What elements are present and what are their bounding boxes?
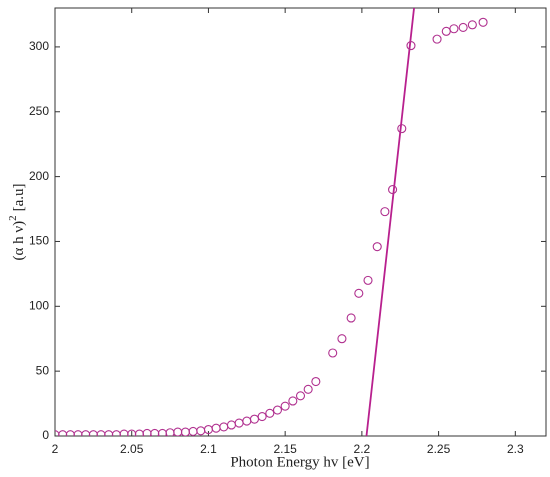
data-point: [134, 429, 144, 436]
data-point: [249, 414, 260, 424]
data-point: [458, 22, 468, 33]
y-axis-label: (α h ν)2 [a.u]: [7, 183, 28, 260]
data-point: [397, 124, 407, 134]
data-point: [295, 391, 306, 401]
y-tick-label: 50: [36, 363, 50, 377]
data-point: [73, 430, 83, 436]
data-point: [303, 384, 313, 394]
data-point: [111, 430, 121, 436]
data-point: [449, 24, 459, 34]
fit-line: [365, 8, 415, 436]
x-tick-label: 2.2: [354, 442, 371, 456]
y-label-sup: 2: [7, 215, 19, 221]
data-point: [226, 420, 237, 430]
x-tick-label: 2.15: [273, 442, 297, 456]
data-point: [242, 416, 252, 426]
data-point: [406, 41, 416, 51]
y-tick-label: 0: [42, 428, 49, 442]
data-point: [311, 376, 321, 387]
data-point: [265, 408, 275, 418]
y-tick-label: 150: [29, 234, 49, 248]
x-tick-label: 2: [52, 442, 59, 456]
data-point: [288, 396, 298, 406]
data-point: [388, 185, 398, 195]
data-point: [354, 288, 364, 298]
plot-area: [55, 8, 488, 436]
y-label-main: (α h ν): [11, 221, 27, 261]
plot-frame: [54, 7, 547, 437]
data-point: [380, 207, 390, 217]
data-point: [104, 430, 114, 436]
data-point: [372, 242, 382, 252]
y-tick-label: 250: [29, 104, 49, 118]
data-point: [257, 411, 267, 422]
data-point: [96, 430, 106, 436]
x-tick-label: 2.3: [507, 442, 524, 456]
x-tick-label: 2.1: [200, 442, 217, 456]
data-point: [280, 401, 290, 411]
data-point: [180, 427, 190, 436]
data-point: [65, 430, 75, 436]
data-point: [363, 275, 373, 285]
data-point: [58, 430, 68, 436]
x-axis-label: Photon Energy hv [eV]: [230, 454, 369, 470]
y-tick-label: 200: [29, 169, 49, 183]
data-point: [337, 334, 347, 344]
data-point: [234, 418, 244, 428]
x-tick-label: 2.05: [120, 442, 144, 456]
y-tick-label: 100: [29, 298, 49, 312]
data-point: [219, 422, 229, 432]
data-point: [211, 423, 221, 433]
data-point: [478, 17, 488, 27]
data-point: [467, 20, 477, 30]
data-point: [432, 34, 442, 44]
data-point: [196, 426, 206, 436]
x-tick-label: 2.25: [427, 442, 451, 456]
y-label-unit: [a.u]: [11, 183, 27, 211]
data-point: [188, 426, 198, 436]
data-point: [441, 26, 451, 36]
data-point: [81, 430, 91, 436]
data-point: [173, 427, 183, 436]
data-point: [88, 430, 98, 436]
y-tick-label: 300: [29, 39, 49, 53]
data-point: [272, 405, 283, 415]
data-point: [328, 348, 338, 358]
data-point: [119, 429, 129, 436]
data-point: [346, 313, 356, 323]
